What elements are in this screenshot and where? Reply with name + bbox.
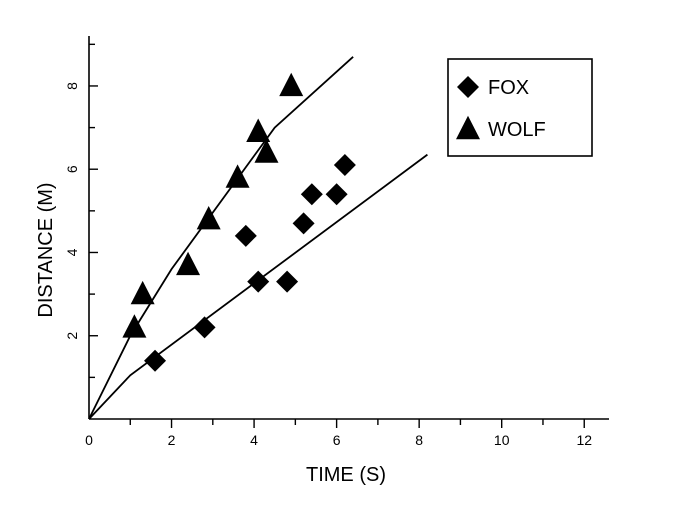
y-tick-label: 6 <box>64 165 80 173</box>
x-tick-label: 0 <box>85 432 93 448</box>
wolf-point <box>122 314 147 338</box>
wolf-legend-label: WOLF <box>488 119 546 141</box>
fox-point <box>276 270 299 293</box>
fox-legend-label: FOX <box>488 77 529 99</box>
wolf-legend-marker <box>456 115 480 140</box>
wolf-point <box>254 139 279 163</box>
markers <box>122 72 356 372</box>
wolf-point <box>246 118 271 142</box>
x-tick-label: 2 <box>168 432 176 448</box>
ticks: 0 2 4 6 8 10 12 2 4 6 8 <box>64 43 592 448</box>
y-axis-title: DISTANCE (M) <box>35 182 57 317</box>
fox-point <box>325 183 348 206</box>
fox-point <box>333 154 356 177</box>
y-tick-label: 2 <box>64 332 80 340</box>
x-tick-label: 10 <box>494 432 510 448</box>
wolf-point <box>279 72 304 97</box>
wolf-point <box>196 205 221 230</box>
y-tick-label: 8 <box>64 82 80 90</box>
fox-point <box>234 224 257 247</box>
fox-point <box>193 316 216 339</box>
x-tick-label: 12 <box>576 432 592 448</box>
fox-point <box>292 212 315 235</box>
axes <box>88 36 609 420</box>
fox-point <box>144 349 167 372</box>
x-tick-label: 4 <box>250 432 258 448</box>
wolf-fit-line <box>88 56 354 420</box>
fox-legend-marker <box>457 76 479 98</box>
wolf-point <box>176 251 201 276</box>
legend-box <box>447 58 593 157</box>
legend-items: FOX WOLF <box>456 76 546 141</box>
fox-point <box>247 270 270 293</box>
legend: FOX WOLF <box>447 58 593 157</box>
fox-point <box>300 183 323 206</box>
fit-lines <box>88 56 428 420</box>
x-axis-title: TIME (S) <box>306 464 386 486</box>
wolf-point <box>225 164 250 188</box>
fox-fit-line <box>88 153 428 420</box>
y-tick-label: 4 <box>64 248 80 256</box>
x-tick-label: 6 <box>333 432 341 448</box>
x-tick-label: 8 <box>415 432 423 448</box>
wolf-point <box>130 280 155 305</box>
